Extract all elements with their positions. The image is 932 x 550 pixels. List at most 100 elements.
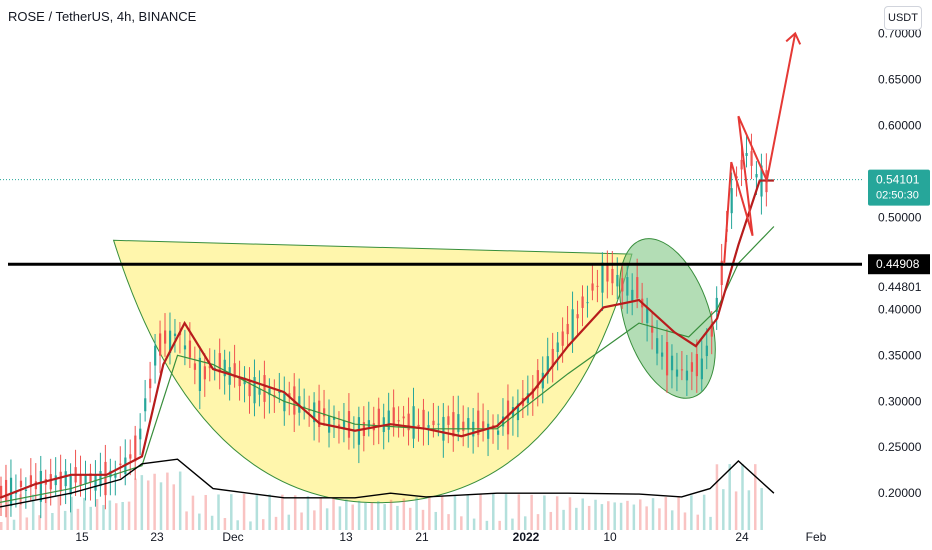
x-tick-label: 15 [75, 530, 89, 544]
candle [705, 345, 708, 357]
volume-bar [447, 514, 450, 530]
x-tick-label: 10 [603, 530, 617, 544]
volume-bar [108, 500, 112, 530]
volume-bar [754, 464, 757, 530]
candle [685, 370, 689, 381]
volume-bar [581, 498, 584, 530]
candle [516, 403, 520, 421]
volume-bar [178, 471, 182, 530]
candle [223, 359, 226, 377]
candle [248, 380, 251, 397]
y-tick-label: 0.30000 [878, 394, 922, 408]
candle [318, 400, 321, 427]
candle [720, 260, 723, 286]
volume-bar [549, 511, 553, 530]
volume-bar [51, 513, 54, 530]
volume-bar [600, 504, 604, 530]
candle [233, 363, 236, 378]
candle [168, 330, 172, 354]
candle [412, 406, 415, 439]
candle [154, 345, 157, 366]
volume-bar [38, 515, 41, 530]
volume-bar [300, 512, 303, 530]
candle [417, 424, 420, 427]
volume-bar [115, 503, 118, 530]
candle [367, 420, 370, 427]
candle [39, 470, 42, 502]
candle [591, 283, 594, 291]
volume-bar [594, 499, 597, 530]
candle [278, 391, 281, 393]
candle [402, 416, 405, 419]
y-tick-label: 0.25000 [878, 440, 922, 454]
candle [164, 330, 167, 344]
volume-bar [70, 496, 73, 530]
volume-bar [242, 494, 246, 530]
currency-unit-button[interactable]: USDT [884, 6, 922, 30]
candle [447, 416, 450, 425]
volume-bar [747, 490, 751, 530]
candle [422, 409, 425, 428]
volume-bar [121, 501, 124, 530]
candle [616, 274, 619, 287]
candle [651, 325, 654, 333]
candle [695, 353, 698, 377]
volume-bar [230, 494, 233, 530]
volume-bar [562, 509, 565, 530]
candle [576, 314, 579, 319]
volume-bar [639, 499, 642, 530]
volume-bar [734, 491, 738, 530]
candle [586, 302, 589, 304]
candle [477, 410, 480, 435]
candle [342, 420, 346, 430]
volume-bar [460, 516, 463, 530]
candle [84, 475, 87, 485]
candle [253, 377, 256, 404]
candle [636, 277, 639, 299]
volume-bar [434, 511, 438, 530]
candle [198, 357, 201, 392]
volume-bar [555, 496, 559, 530]
volume-bar [140, 475, 144, 530]
volume-bar [83, 497, 86, 530]
candle [288, 393, 291, 398]
candle [323, 408, 326, 417]
volume-bar [760, 488, 763, 530]
volume-bar [134, 478, 137, 530]
candle [492, 425, 495, 427]
volume-bar [568, 497, 572, 530]
candle [541, 372, 544, 389]
volume-bar [0, 522, 3, 530]
y-tick-label: 0.40000 [878, 302, 922, 316]
arrow-head [785, 31, 802, 45]
candle [407, 413, 410, 431]
x-tick-label: 23 [150, 530, 164, 544]
volume-bar [575, 507, 578, 530]
candle [482, 421, 485, 430]
x-tick-label: Feb [806, 530, 827, 544]
candle [139, 428, 142, 440]
resistance-level-badge [868, 254, 930, 275]
volume-bar [223, 518, 227, 530]
candle [626, 277, 629, 296]
extra-price-label: 0.44801 [878, 280, 922, 294]
candle [675, 369, 679, 377]
candle-countdown-label: 02:50:30 [876, 190, 919, 202]
volume-bar [683, 512, 687, 530]
candle [94, 475, 97, 491]
candle [467, 418, 470, 430]
candle [268, 388, 271, 396]
candle [531, 388, 534, 399]
candle [104, 461, 107, 496]
candle [203, 366, 206, 380]
volume-bar [466, 494, 469, 530]
volume-bar [12, 519, 16, 530]
x-tick-label: 21 [415, 530, 429, 544]
volume-bar [236, 520, 239, 530]
candle [119, 463, 122, 466]
candle [526, 393, 530, 403]
candle [755, 174, 758, 178]
candle [551, 348, 554, 368]
candle [601, 262, 604, 293]
candle [213, 367, 216, 369]
